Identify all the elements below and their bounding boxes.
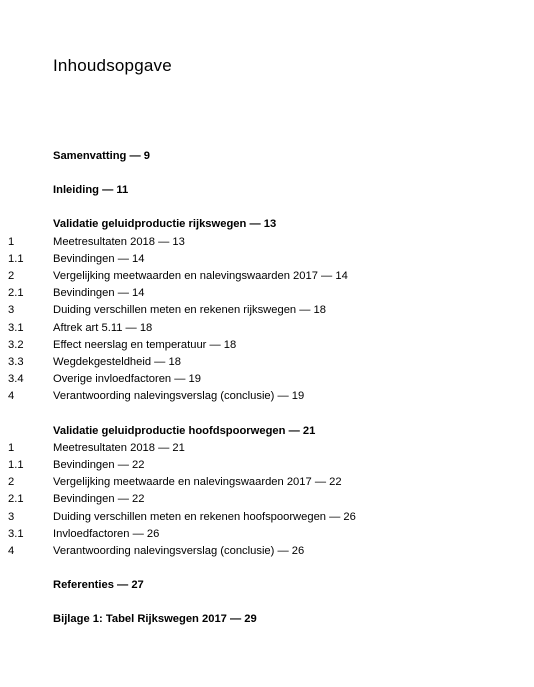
toc-row: 3.1Aftrek art 5.11 — 18	[0, 320, 534, 337]
toc-row: 1Meetresultaten 2018 — 13	[0, 234, 534, 251]
toc-row: 2.1Bevindingen — 22	[0, 491, 534, 508]
toc-number: 4	[0, 543, 53, 560]
toc-label: Samenvatting — 9	[53, 148, 534, 165]
toc-label: Bevindingen — 14	[53, 285, 534, 302]
toc-label: Bevindingen — 14	[53, 251, 534, 268]
toc-number: 1	[0, 440, 53, 457]
toc-label: Vergelijking meetwaarde en nalevingswaar…	[53, 474, 534, 491]
toc-row: Bijlage 1: Tabel Rijkswegen 2017 — 29	[0, 611, 534, 628]
toc-gap	[0, 199, 534, 216]
toc-label: Verantwoording nalevingsverslag (conclus…	[53, 388, 534, 405]
toc-label: Meetresultaten 2018 — 13	[53, 234, 534, 251]
toc-number: 2.1	[0, 285, 53, 302]
toc-row: 1.1Bevindingen — 14	[0, 251, 534, 268]
toc-label: Referenties — 27	[53, 577, 534, 594]
toc-row: 2Vergelijking meetwaarden en nalevingswa…	[0, 268, 534, 285]
toc-label: Bevindingen — 22	[53, 491, 534, 508]
toc-row: Validatie geluidproductie rijkswegen — 1…	[0, 216, 534, 233]
toc-number: 3.3	[0, 354, 53, 371]
toc-number: 1.1	[0, 457, 53, 474]
toc-row: 2.1Bevindingen — 14	[0, 285, 534, 302]
toc-number: 3.2	[0, 337, 53, 354]
page-title: Inhoudsopgave	[53, 56, 172, 76]
table-of-contents: Samenvatting — 9 Inleiding — 11 Validatie …	[0, 148, 534, 629]
toc-number: 3.4	[0, 371, 53, 388]
toc-label: Wegdekgesteldheid — 18	[53, 354, 534, 371]
toc-number: 3.1	[0, 320, 53, 337]
toc-number: 3	[0, 302, 53, 319]
toc-row: Inleiding — 11	[0, 182, 534, 199]
toc-number: 2	[0, 268, 53, 285]
toc-row: 3.3Wegdekgesteldheid — 18	[0, 354, 534, 371]
toc-label: Overige invloedfactoren — 19	[53, 371, 534, 388]
toc-row: Validatie geluidproductie hoofdspoorwege…	[0, 423, 534, 440]
toc-label: Verantwoording nalevingsverslag (conclus…	[53, 543, 534, 560]
toc-row: 3.2Effect neerslag en temperatuur — 18	[0, 337, 534, 354]
toc-label: Bijlage 1: Tabel Rijkswegen 2017 — 29	[53, 611, 534, 628]
toc-label: Invloedfactoren — 26	[53, 526, 534, 543]
toc-label: Aftrek art 5.11 — 18	[53, 320, 534, 337]
toc-row: Samenvatting — 9	[0, 148, 534, 165]
toc-row: 1.1Bevindingen — 22	[0, 457, 534, 474]
page: Inhoudsopgave Samenvatting — 9 Inleiding …	[0, 0, 534, 687]
toc-row: 1Meetresultaten 2018 — 21	[0, 440, 534, 457]
toc-row: Referenties — 27	[0, 577, 534, 594]
toc-label: Vergelijking meetwaarden en nalevingswaa…	[53, 268, 534, 285]
toc-number: 1.1	[0, 251, 53, 268]
toc-row: 3Duiding verschillen meten en rekenen ri…	[0, 302, 534, 319]
toc-gap	[0, 406, 534, 423]
toc-row: 3Duiding verschillen meten en rekenen ho…	[0, 509, 534, 526]
toc-label: Validatie geluidproductie hoofdspoorwege…	[53, 423, 534, 440]
toc-label: Effect neerslag en temperatuur — 18	[53, 337, 534, 354]
toc-number: 2	[0, 474, 53, 491]
toc-gap	[0, 560, 534, 577]
toc-number: 1	[0, 234, 53, 251]
toc-row: 4Verantwoording nalevingsverslag (conclu…	[0, 543, 534, 560]
toc-label: Duiding verschillen meten en rekenen hoo…	[53, 509, 534, 526]
toc-label: Inleiding — 11	[53, 182, 534, 199]
toc-label: Meetresultaten 2018 — 21	[53, 440, 534, 457]
toc-label: Bevindingen — 22	[53, 457, 534, 474]
toc-label: Duiding verschillen meten en rekenen rij…	[53, 302, 534, 319]
toc-number: 3	[0, 509, 53, 526]
toc-number: 4	[0, 388, 53, 405]
toc-row: 3.4Overige invloedfactoren — 19	[0, 371, 534, 388]
toc-row: 4Verantwoording nalevingsverslag (conclu…	[0, 388, 534, 405]
toc-gap	[0, 165, 534, 182]
toc-row: 2Vergelijking meetwaarde en nalevingswaa…	[0, 474, 534, 491]
toc-number: 3.1	[0, 526, 53, 543]
toc-gap	[0, 594, 534, 611]
toc-number: 2.1	[0, 491, 53, 508]
toc-label: Validatie geluidproductie rijkswegen — 1…	[53, 216, 534, 233]
toc-row: 3.1Invloedfactoren — 26	[0, 526, 534, 543]
